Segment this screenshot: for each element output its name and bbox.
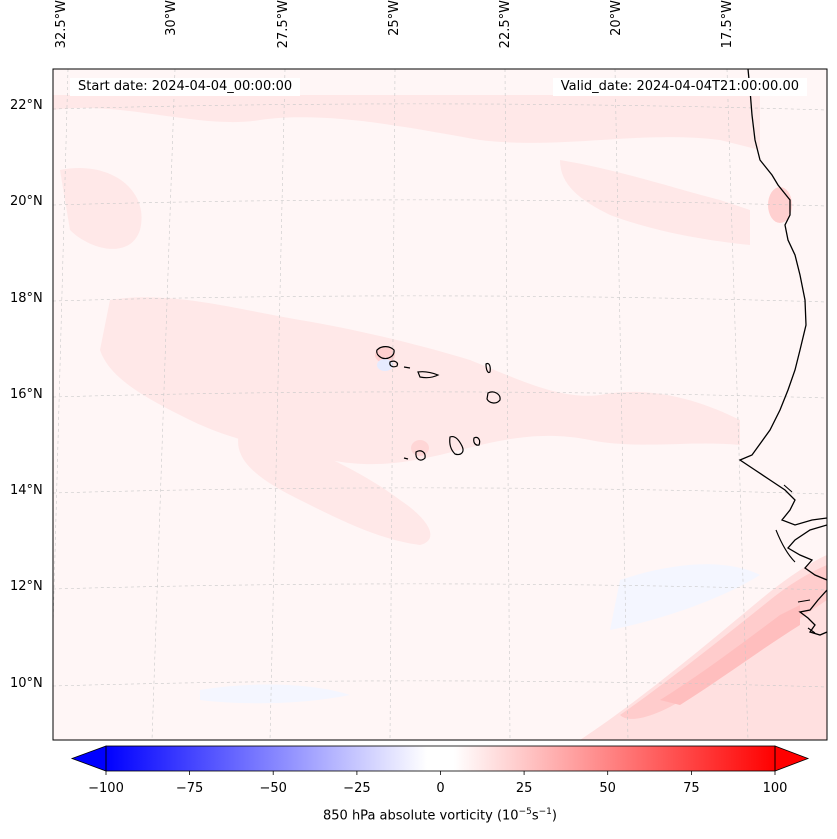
vorticity-patch-mid: [238, 430, 431, 545]
vorticity-band-southeast: [375, 187, 827, 740]
island-santiago: [449, 435, 464, 456]
island-santa-luzia: [403, 366, 411, 369]
colorbar-extend-min: [70, 745, 107, 772]
lat-label-18n: 18°N: [10, 291, 43, 306]
island-maio: [473, 436, 481, 446]
colorbar-ticks: [105, 771, 776, 775]
lat-label-12n: 12°N: [10, 579, 43, 594]
colorbar-title-exp2: −1: [538, 807, 552, 817]
colorbar-tick-label: 75: [683, 781, 700, 796]
map-frame: [52, 68, 828, 741]
graticule: [53, 69, 827, 740]
coastline-africa-south: [786, 524, 827, 636]
lat-label-14n: 14°N: [10, 483, 43, 498]
coastline-africa: [738, 69, 827, 526]
negative-vorticity-patches: [200, 359, 760, 704]
cape-verde-islands: [376, 346, 501, 461]
colorbar-body: [106, 746, 775, 771]
lat-label-22n: 22°N: [10, 98, 43, 113]
vorticity-patch-west: [60, 168, 142, 249]
island-sal: [485, 362, 491, 374]
colorbar-title-suffix: ): [551, 808, 557, 824]
valid-date-label: Valid_date: 2024-04-04T21:00:00.00: [552, 78, 807, 96]
colorbar-tick-label: 25: [515, 781, 533, 796]
colorbar-title-prefix: 850 hPa absolute vorticity (10: [323, 808, 519, 824]
colorbar-title-mid: s: [531, 808, 539, 824]
colorbar-tick-label: 100: [762, 781, 788, 796]
island-sao-nicolau: [417, 371, 440, 379]
lat-label-20n: 20°N: [10, 194, 43, 209]
colorbar: [70, 745, 810, 775]
coastline-inlet: [775, 484, 816, 634]
lat-label-16n: 16°N: [10, 387, 43, 402]
vorticity-patch-north: [53, 95, 760, 150]
lat-label-10n: 10°N: [10, 676, 43, 691]
colorbar-title: 850 hPa absolute vorticity (10−5s−1): [0, 807, 837, 823]
colorbar-tick-label: −75: [175, 781, 204, 796]
island-santo-antao: [376, 346, 395, 360]
island-sao-vicente: [389, 360, 399, 368]
colorbar-title-exp1: −5: [518, 807, 532, 817]
colorbar-tick-label: 0: [436, 781, 445, 796]
vorticity-field: [53, 95, 760, 545]
island-fogo: [415, 450, 426, 461]
colorbar-extend-max: [774, 745, 810, 772]
colorbar-tick-label: 50: [599, 781, 616, 796]
vorticity-patch-east-upper: [560, 160, 750, 245]
start-date-label: Start date: 2024-04-04_00:00:00: [70, 78, 301, 96]
colorbar-tick-label: −50: [259, 781, 287, 796]
colorbar-tick-label: −100: [88, 781, 124, 796]
island-brava: [403, 457, 409, 460]
island-boa-vista: [486, 391, 501, 404]
vorticity-patch-central: [100, 297, 740, 465]
colorbar-tick-label: −25: [343, 781, 371, 796]
